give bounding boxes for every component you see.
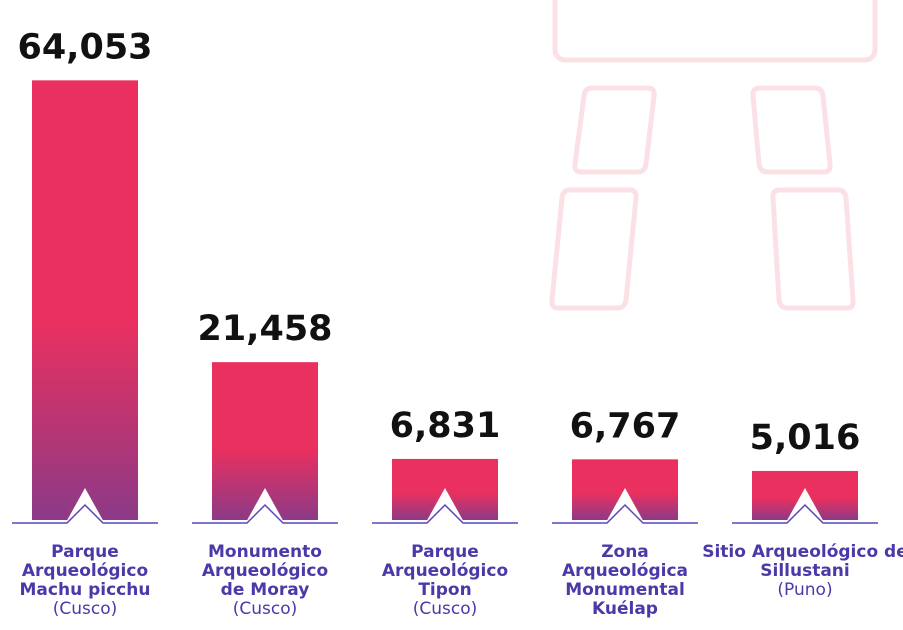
category-label: Sitio Arqueológico de Sillustani(Puno) [700,543,903,600]
category-region: (Cusco) [10,600,160,619]
category-label: Parque Arqueológico Machu picchu(Cusco) [10,543,160,619]
decoration [552,0,875,308]
category-name: Parque Arqueológico Machu picchu [10,543,160,600]
category-label: Monumento Arqueológico de Moray(Cusco) [190,543,340,619]
category-region: (Cusco) [370,600,520,619]
category-region: (Puno) [700,581,903,600]
value-label: 6,831 [390,406,501,446]
value-label: 21,458 [197,309,332,349]
category-label: Parque Arqueológico Tipon(Cusco) [370,543,520,619]
category-name: Zona Arqueológica Monumental Kuélap [550,543,700,619]
chart: 64,053 21,458 6,831 6,767 5,016 [0,0,903,630]
category-label: Zona Arqueológica Monumental Kuélap [550,543,700,619]
category-name: Parque Arqueológico Tipon [370,543,520,600]
bar [32,80,138,520]
category-region: (Cusco) [190,600,340,619]
value-label: 5,016 [750,418,861,458]
value-label: 64,053 [17,27,152,67]
category-name: Sitio Arqueológico de Sillustani [700,543,903,581]
category-name: Monumento Arqueológico de Moray [190,543,340,600]
value-label: 6,767 [570,406,681,446]
page: 64,053 21,458 6,831 6,767 5,016 Parque Arque… [0,0,903,630]
